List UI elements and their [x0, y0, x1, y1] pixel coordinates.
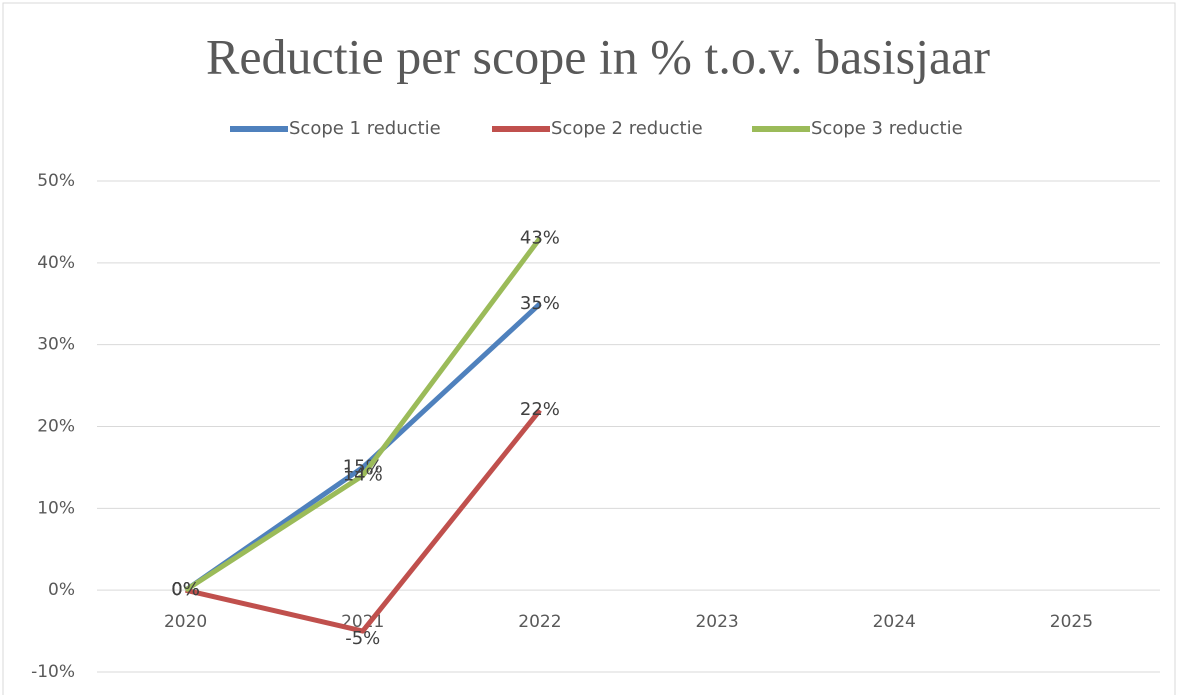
y-tick-label: 40% [37, 253, 75, 273]
y-tick-label: -10% [31, 662, 75, 682]
y-tick-label: 10% [37, 498, 75, 518]
data-label: 14% [343, 465, 383, 486]
series-line [184, 236, 542, 593]
x-tick-label: 2023 [695, 612, 738, 632]
y-tick-label: 20% [37, 417, 75, 437]
data-label: 0% [171, 579, 200, 600]
data-label: 35% [520, 293, 560, 314]
x-tick-label: 2020 [164, 612, 207, 632]
x-tick-label: 2025 [1050, 612, 1093, 632]
legend-label: Scope 3 reductie [811, 118, 963, 139]
legend-label: Scope 1 reductie [289, 118, 441, 139]
x-tick-label: 2022 [518, 612, 561, 632]
data-label: -5% [345, 628, 380, 649]
x-tick-label: 2024 [873, 612, 916, 632]
legend-label: Scope 2 reductie [551, 118, 703, 139]
y-tick-label: 30% [37, 335, 75, 355]
data-label: 22% [520, 399, 560, 420]
series-line [185, 408, 542, 634]
y-tick-label: 50% [37, 171, 75, 191]
chart-title: Reductie per scope in % t.o.v. basisjaar [206, 28, 990, 84]
y-tick-label: 0% [48, 580, 75, 600]
data-label: 43% [520, 227, 560, 248]
